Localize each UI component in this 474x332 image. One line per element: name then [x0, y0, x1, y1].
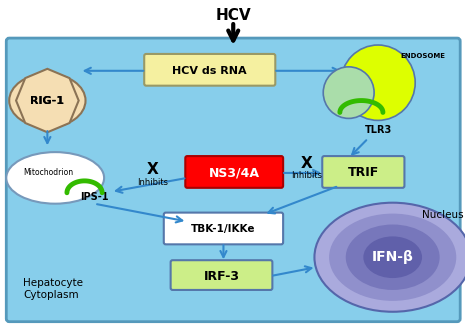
Text: RIG-1: RIG-1: [30, 96, 64, 106]
Text: HCV: HCV: [215, 8, 251, 23]
FancyBboxPatch shape: [164, 212, 283, 244]
Ellipse shape: [6, 152, 104, 204]
Text: Hepatocyte
Cytoplasm: Hepatocyte Cytoplasm: [23, 278, 83, 300]
Text: Inhibits: Inhibits: [137, 178, 169, 187]
Text: HCV ds RNA: HCV ds RNA: [173, 66, 247, 76]
Text: Mitochodrion: Mitochodrion: [23, 168, 73, 177]
Text: TRIF: TRIF: [348, 166, 379, 179]
Ellipse shape: [9, 74, 85, 127]
Text: TBK-1/IKKe: TBK-1/IKKe: [191, 224, 255, 234]
FancyBboxPatch shape: [171, 260, 273, 290]
Text: Nucleus: Nucleus: [422, 209, 464, 219]
FancyBboxPatch shape: [6, 38, 460, 322]
Text: Inhibits: Inhibits: [291, 171, 322, 180]
Text: IFN-β: IFN-β: [372, 250, 414, 264]
Text: TLR3: TLR3: [365, 125, 392, 135]
Text: X: X: [147, 162, 159, 178]
Ellipse shape: [346, 224, 440, 290]
Circle shape: [341, 45, 415, 121]
Text: NS3/4A: NS3/4A: [209, 166, 260, 179]
Text: IPS-1: IPS-1: [80, 192, 109, 202]
Ellipse shape: [314, 203, 471, 312]
Text: X: X: [301, 155, 312, 171]
FancyBboxPatch shape: [185, 156, 283, 188]
Circle shape: [323, 67, 374, 119]
Text: ENDOSOME: ENDOSOME: [401, 53, 446, 59]
Ellipse shape: [364, 236, 422, 278]
FancyBboxPatch shape: [322, 156, 404, 188]
FancyBboxPatch shape: [144, 54, 275, 86]
Text: IRF-3: IRF-3: [203, 270, 239, 283]
Ellipse shape: [329, 213, 456, 301]
Text: RIG-1: RIG-1: [30, 96, 64, 106]
